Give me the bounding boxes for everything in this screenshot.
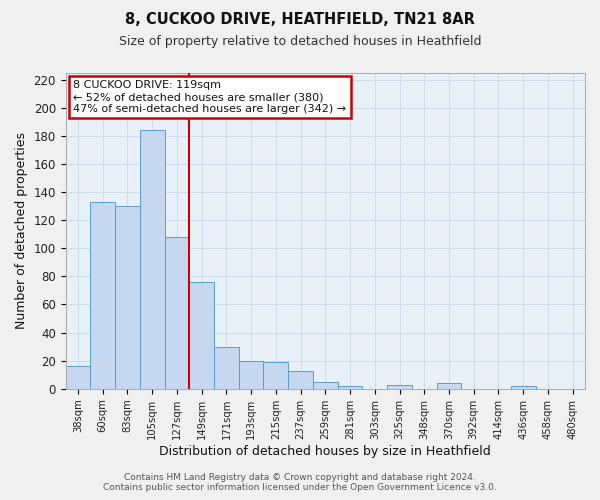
- Y-axis label: Number of detached properties: Number of detached properties: [15, 132, 28, 329]
- Bar: [239, 360, 263, 389]
- Bar: [338, 386, 362, 389]
- Text: Size of property relative to detached houses in Heathfield: Size of property relative to detached ho…: [119, 35, 481, 48]
- Bar: [263, 362, 288, 389]
- Bar: [190, 282, 214, 389]
- Text: Contains HM Land Registry data © Crown copyright and database right 2024.
Contai: Contains HM Land Registry data © Crown c…: [103, 473, 497, 492]
- Bar: [140, 130, 164, 389]
- Bar: [437, 383, 461, 389]
- Bar: [387, 384, 412, 389]
- Bar: [65, 366, 91, 389]
- Bar: [214, 346, 239, 389]
- X-axis label: Distribution of detached houses by size in Heathfield: Distribution of detached houses by size …: [160, 444, 491, 458]
- Bar: [115, 206, 140, 389]
- Bar: [164, 237, 190, 389]
- Bar: [91, 202, 115, 389]
- Bar: [511, 386, 536, 389]
- Bar: [313, 382, 338, 389]
- Bar: [288, 370, 313, 389]
- Text: 8 CUCKOO DRIVE: 119sqm
← 52% of detached houses are smaller (380)
47% of semi-de: 8 CUCKOO DRIVE: 119sqm ← 52% of detached…: [73, 80, 347, 114]
- Text: 8, CUCKOO DRIVE, HEATHFIELD, TN21 8AR: 8, CUCKOO DRIVE, HEATHFIELD, TN21 8AR: [125, 12, 475, 28]
